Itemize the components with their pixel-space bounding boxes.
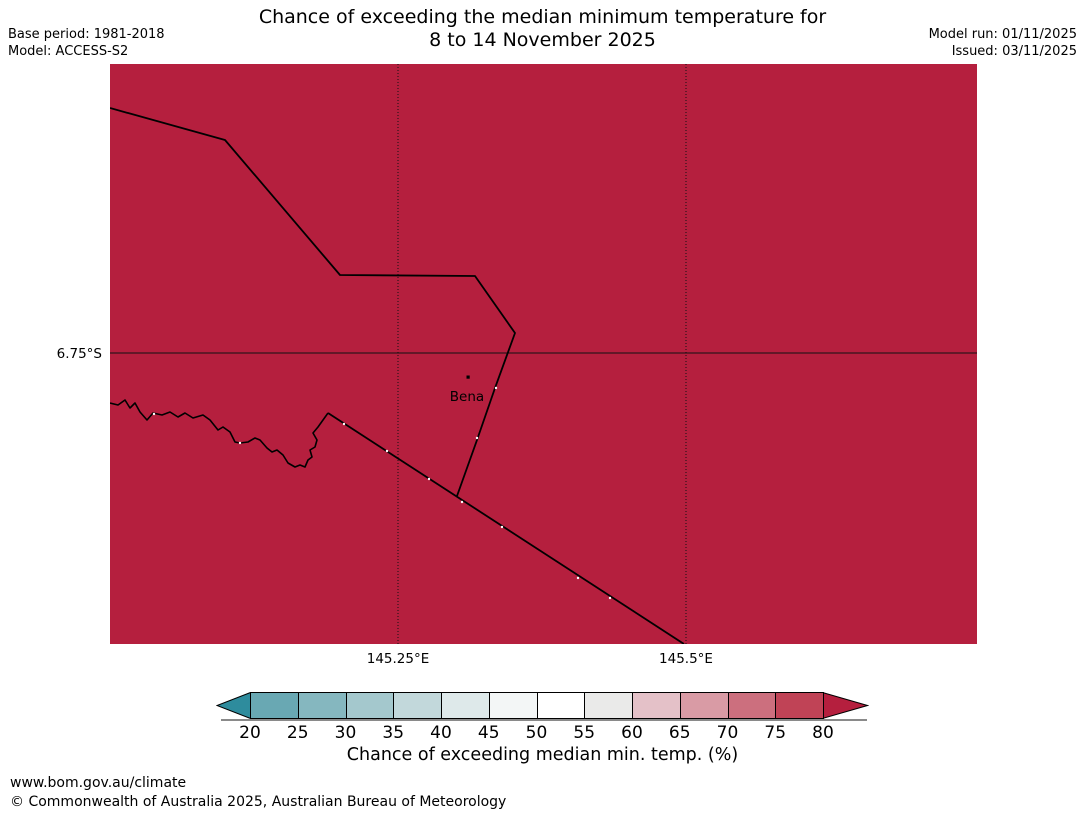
line-gap-dot bbox=[152, 412, 156, 416]
colorbar-tick-label: 55 bbox=[573, 723, 596, 743]
model-info: Base period: 1981-2018 Model: ACCESS-S2 bbox=[8, 26, 165, 60]
colorbar-segment bbox=[584, 692, 633, 719]
road-line bbox=[327, 412, 685, 644]
colorbar: 20 25 30 35 40 45 50 55 60 65 70 75 80 bbox=[216, 692, 869, 750]
colorbar-segment bbox=[536, 692, 586, 719]
line-gap-dot bbox=[494, 386, 498, 390]
colorbar-ticks: 20 25 30 35 40 45 50 55 60 65 70 75 80 bbox=[216, 723, 868, 745]
footer-url: www.bom.gov.au/climate bbox=[10, 775, 187, 791]
colorbar-tick-label: 70 bbox=[716, 723, 739, 743]
base-period-text: Base period: 1981-2018 bbox=[8, 27, 165, 42]
line-gap-dot bbox=[576, 576, 580, 580]
footer-copyright: © Commonwealth of Australia 2025, Austra… bbox=[10, 794, 507, 810]
model-run-text: Model run: 01/11/2025 bbox=[928, 27, 1077, 42]
line-gap-dot bbox=[342, 422, 346, 426]
colorbar-segment bbox=[441, 692, 490, 719]
colorbar-tick-label: 25 bbox=[286, 723, 309, 743]
colorbar-segment bbox=[727, 692, 777, 719]
map-canvas: Bena bbox=[110, 64, 977, 644]
line-gap-dot bbox=[475, 436, 479, 440]
colorbar-tick-label: 60 bbox=[621, 723, 643, 743]
title-line-2: 8 to 14 November 2025 bbox=[429, 29, 656, 51]
model-name-text: Model: ACCESS-S2 bbox=[8, 44, 129, 59]
issued-text: Issued: 03/11/2025 bbox=[951, 44, 1077, 59]
colorbar-tick-label: 20 bbox=[239, 723, 261, 743]
colorbar-segment bbox=[345, 692, 395, 719]
colorbar-tick-label: 80 bbox=[812, 723, 834, 743]
colorbar-segments bbox=[216, 692, 869, 720]
river-line bbox=[110, 399, 329, 468]
colorbar-segment bbox=[250, 692, 299, 719]
colorbar-tick-label: 65 bbox=[668, 723, 691, 743]
colorbar-left-arrow bbox=[216, 692, 251, 720]
line-gap-dot bbox=[427, 477, 431, 481]
line-gap-dot bbox=[608, 596, 612, 600]
line-gap-dot bbox=[460, 500, 464, 504]
district-border-line bbox=[110, 107, 516, 497]
run-info: Model run: 01/11/2025 Issued: 03/11/2025 bbox=[929, 26, 1077, 60]
line-gap-dot bbox=[500, 525, 504, 529]
lat-tick-label: 6.75°S bbox=[56, 346, 102, 362]
colorbar-tick-label: 50 bbox=[525, 723, 548, 743]
lon-tick-label: 145.25°E bbox=[366, 651, 430, 667]
page-title: Chance of exceeding the median minimum t… bbox=[0, 6, 1085, 52]
colorbar-segment bbox=[297, 692, 347, 719]
colorbar-segment bbox=[775, 692, 824, 719]
colorbar-tick-label: 45 bbox=[477, 723, 500, 743]
colorbar-segment bbox=[393, 692, 442, 719]
colorbar-caption: Chance of exceeding median min. temp. (%… bbox=[346, 745, 739, 765]
line-gap-dot bbox=[385, 449, 389, 453]
town-label-bena: Bena bbox=[450, 389, 484, 405]
colorbar-tick-label: 75 bbox=[764, 723, 787, 743]
colorbar-shadow bbox=[221, 719, 867, 721]
colorbar-tick-label: 35 bbox=[382, 723, 405, 743]
colorbar-tick-label: 40 bbox=[430, 723, 452, 743]
colorbar-segment bbox=[488, 692, 538, 719]
colorbar-segment bbox=[679, 692, 729, 719]
town-marker-bena bbox=[466, 375, 470, 379]
colorbar-tick-label: 30 bbox=[334, 723, 357, 743]
lon-tick-label: 145.5°E bbox=[659, 651, 713, 667]
title-line-1: Chance of exceeding the median minimum t… bbox=[258, 6, 827, 28]
line-gap-dots bbox=[152, 386, 612, 600]
line-gap-dot bbox=[238, 441, 242, 445]
map-overlay: Bena bbox=[110, 64, 977, 644]
colorbar-right-arrow bbox=[822, 692, 869, 720]
colorbar-segment bbox=[632, 692, 681, 719]
